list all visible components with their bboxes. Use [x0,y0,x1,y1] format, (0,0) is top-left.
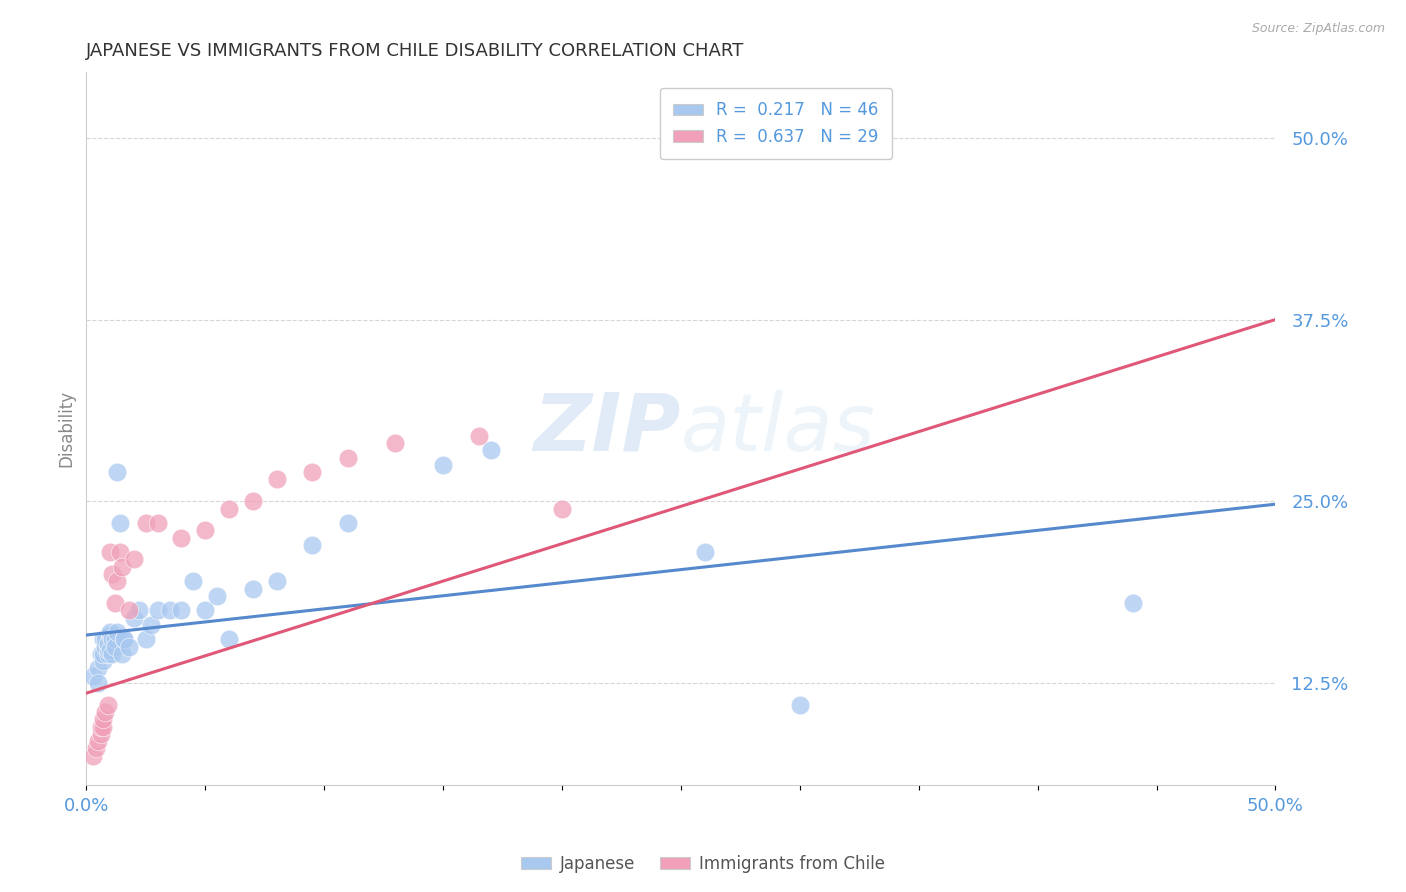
Point [118,640,141,654]
Point [98,642,121,657]
Point [98,628,121,642]
Point [194,603,217,617]
Point [90,647,112,661]
Point [205,589,228,603]
Point [146,516,169,530]
Point [467,429,489,443]
Point [135,632,157,647]
Text: Source: ZipAtlas.com: Source: ZipAtlas.com [1251,22,1385,36]
Point [108,545,131,559]
Point [170,603,193,617]
Point [1122,596,1144,610]
Point [112,632,135,647]
Point [336,516,359,530]
Text: atlas: atlas [681,390,876,467]
Text: ZIP: ZIP [533,390,681,467]
Point [90,727,112,741]
Point [104,640,127,654]
Point [181,574,204,589]
Point [301,465,323,479]
Point [97,642,120,657]
Point [84,741,107,756]
Point [91,720,114,734]
Point [218,632,240,647]
Point [693,545,716,559]
Point [336,450,359,465]
Point [94,705,117,719]
Point [94,640,117,654]
Point [128,603,150,617]
Point [111,559,134,574]
Point [266,574,288,589]
Text: JAPANESE VS IMMIGRANTS FROM CHILE DISABILITY CORRELATION CHART: JAPANESE VS IMMIGRANTS FROM CHILE DISABI… [86,42,745,60]
Point [266,473,288,487]
Point [242,582,264,596]
Point [105,465,128,479]
Point [82,669,104,683]
Point [97,647,120,661]
Point [122,552,145,566]
Point [139,617,162,632]
Point [87,676,110,690]
Point [551,501,574,516]
Point [118,603,141,617]
Point [104,632,127,647]
Point [112,632,135,647]
Point [101,647,124,661]
Point [82,748,104,763]
Point [97,698,120,712]
Point [90,720,112,734]
Point [194,524,217,538]
Point [384,436,406,450]
Point [122,610,145,624]
Point [94,632,117,647]
Point [105,625,128,640]
Point [91,632,114,647]
Legend: R =  0.217   N = 46, R =  0.637   N = 29: R = 0.217 N = 46, R = 0.637 N = 29 [659,88,893,159]
Point [432,458,454,472]
Point [101,566,124,581]
Y-axis label: Disability: Disability [58,390,75,467]
Point [98,545,121,559]
Point [105,574,128,589]
Legend: Japanese, Immigrants from Chile: Japanese, Immigrants from Chile [515,848,891,880]
Point [98,625,121,640]
Point [135,516,157,530]
Point [104,596,127,610]
Point [479,443,502,458]
Point [91,712,114,726]
Point [97,637,120,651]
Point [111,647,134,661]
Point [87,734,110,748]
Point [789,698,811,712]
Point [91,654,114,668]
Point [170,531,193,545]
Point [87,661,110,675]
Point [159,603,181,617]
Point [108,516,131,530]
Point [146,603,169,617]
Point [218,501,240,516]
Point [301,538,323,552]
Point [242,494,264,508]
Point [101,632,124,647]
Point [91,647,114,661]
